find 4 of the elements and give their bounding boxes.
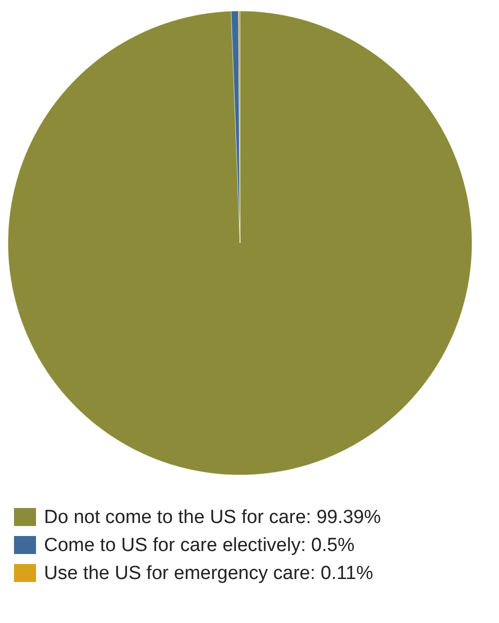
- pie-slice: [8, 10, 472, 475]
- legend-label: Use the US for emergency care: 0.11%: [44, 563, 374, 584]
- legend-label: Come to US for care electively: 0.5%: [44, 535, 355, 556]
- slice-label: Do not come to the US for care: 99.39%: [44, 507, 382, 528]
